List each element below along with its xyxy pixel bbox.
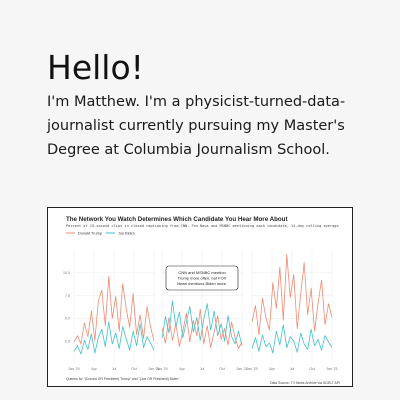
chart-figure[interactable]: The Network You Watch Determines Which C… xyxy=(47,207,353,387)
y-tick-label: 5.0 xyxy=(65,317,70,321)
greeting-heading: Hello! xyxy=(47,48,144,87)
chart-svg: The Network You Watch Determines Which C… xyxy=(63,216,340,385)
chart-query-note: Queries for "(Donald OR President) Trump… xyxy=(66,377,180,381)
x-tick-label: Jan '20 xyxy=(246,367,257,371)
series-line-trump xyxy=(161,308,243,349)
series-line-biden xyxy=(251,324,333,354)
x-tick-label: Jan '21 xyxy=(236,367,247,371)
y-tick-label: 2.5 xyxy=(65,339,70,343)
x-tick-label: Jul xyxy=(290,367,295,371)
x-tick-label: Oct xyxy=(131,367,137,371)
x-tick-label: Oct xyxy=(309,367,315,371)
series-line-biden xyxy=(161,300,243,346)
bio-text: I'm Matthew. I'm a physicist-turned-data… xyxy=(47,94,346,158)
y-tick-label: 10.0 xyxy=(63,271,70,275)
x-tick-label: Apr xyxy=(179,367,185,371)
x-tick-label: Oct xyxy=(219,367,225,371)
x-tick-label: Apr xyxy=(91,367,97,371)
x-tick-label: Jan '21 xyxy=(326,367,337,371)
x-tick-label: Jan '20 xyxy=(68,367,79,371)
x-tick-label: Apr xyxy=(269,367,275,371)
x-tick-label: Jul xyxy=(200,367,205,371)
annotation-box: CNN and MSNBC mention Trump more often, … xyxy=(165,265,239,291)
legend-label-trump: Donald Trump xyxy=(78,231,102,235)
annotation-frame xyxy=(165,265,239,291)
y-tick-label: 7.5 xyxy=(65,294,70,298)
chart-title: The Network You Watch Determines Which C… xyxy=(66,216,288,223)
series-line-biden xyxy=(73,321,155,355)
series-line-trump xyxy=(73,276,155,345)
x-tick-label: Jul xyxy=(112,367,117,371)
x-tick-label: Jan '20 xyxy=(156,367,167,371)
chart-subtitle: Percent of 15-second clips in closed cap… xyxy=(66,224,339,228)
annotation-line-3: News mentions Biden more. xyxy=(177,281,227,286)
x-tick-label: Jan '21 xyxy=(148,367,159,371)
chart-source-note: Data Source: TV News Archive via GDELT A… xyxy=(270,381,340,385)
annotation-line-2: Trump more often, but FOX xyxy=(178,276,227,281)
series-line-trump xyxy=(251,254,333,336)
annotation-line-1: CNN and MSNBC mention xyxy=(178,270,225,275)
legend-label-biden: Joe Biden xyxy=(118,231,135,235)
